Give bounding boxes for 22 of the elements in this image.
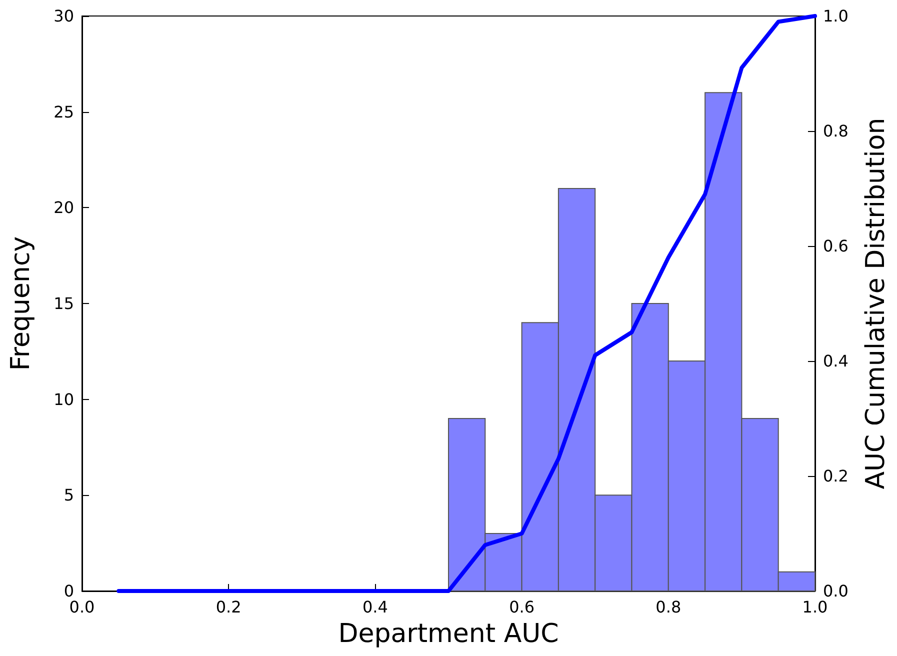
x-tick-label: 0.4 [362, 598, 388, 616]
y2-tick-label: 1.0 [823, 6, 848, 26]
x-tick-label: 0.2 [216, 598, 242, 616]
y2-tick-label: 0.8 [823, 122, 848, 140]
y-tick-label: 15 [54, 294, 74, 313]
y2-tick-label: 0.0 [823, 582, 848, 600]
y2-tick-label: 0.6 [823, 236, 848, 256]
x-tick-label: 0.8 [656, 598, 682, 616]
y2-axis-title: AUC Cumulative Distribution [861, 118, 891, 490]
y-tick-label: 20 [54, 198, 74, 218]
x-tick-label: 0.0 [69, 598, 95, 616]
x-tick-label: 1.0 [802, 598, 828, 616]
y2-tick-label: 0.4 [823, 352, 848, 370]
x-tick-label: 0.6 [509, 598, 535, 616]
y-axis-title: Frequency [6, 236, 36, 371]
y-tick-label: 10 [54, 390, 74, 409]
y-tick-label: 0 [64, 582, 74, 600]
x-axis-title: Department AUC [338, 619, 559, 649]
y2-tick-label: 0.2 [823, 466, 848, 486]
y-tick-label: 25 [54, 102, 74, 122]
y-tick-label: 30 [54, 6, 74, 26]
y-tick-label: 5 [64, 486, 74, 505]
